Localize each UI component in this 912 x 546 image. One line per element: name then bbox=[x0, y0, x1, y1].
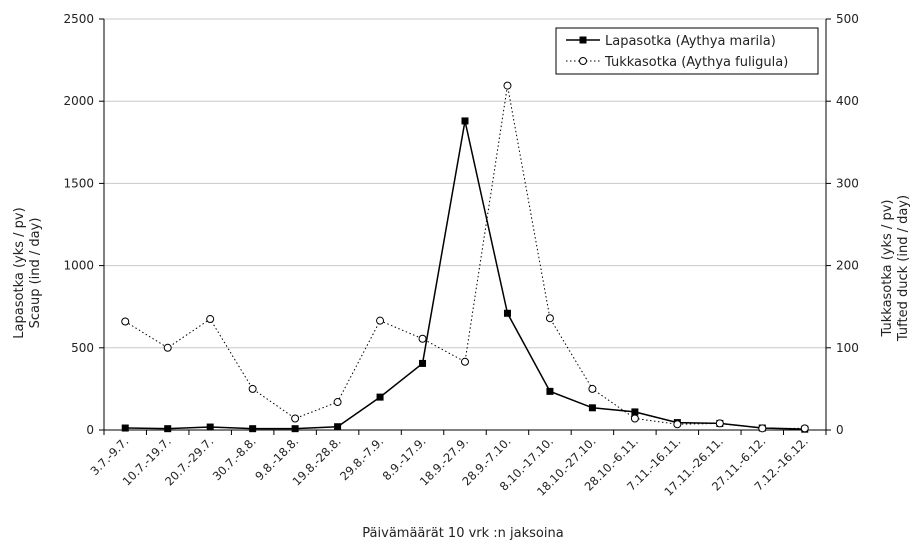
data-point-lapasotka bbox=[376, 393, 384, 401]
data-point-tukkasotka bbox=[376, 316, 385, 325]
x-axis-title: Päivämäärät 10 vrk :n jaksoina bbox=[362, 526, 563, 541]
axes bbox=[99, 18, 831, 435]
legend-swatch-tukkasotka-marker bbox=[579, 57, 587, 65]
data-point-tukkasotka bbox=[291, 414, 300, 423]
right-y-axis-title-line2: Tufted duck (ind / day) bbox=[896, 195, 911, 342]
data-point-tukkasotka bbox=[673, 420, 682, 429]
data-point-tukkasotka bbox=[503, 81, 512, 90]
left-y-tick-label: 1000 bbox=[63, 259, 94, 273]
data-point-lapasotka bbox=[588, 404, 596, 412]
left-y-tick-label: 1500 bbox=[63, 176, 94, 190]
data-point-lapasotka bbox=[206, 423, 214, 431]
legend: Lapasotka (Aythya marila) Tukkasotka (Ay… bbox=[555, 27, 819, 75]
right-y-tick-labels: 0 100 200 300 400 500 bbox=[836, 12, 859, 437]
right-y-tick-label: 500 bbox=[836, 12, 859, 26]
left-y-axis-title-line2: Scaup (ind / day) bbox=[28, 218, 43, 329]
data-point-tukkasotka bbox=[545, 314, 554, 323]
data-point-lapasotka bbox=[461, 117, 469, 125]
data-point-lapasotka bbox=[291, 425, 299, 433]
series-line-0 bbox=[125, 120, 805, 430]
data-point-lapasotka bbox=[546, 387, 554, 395]
series-layer bbox=[121, 81, 809, 433]
data-point-lapasotka bbox=[164, 425, 172, 433]
data-point-lapasotka bbox=[419, 359, 427, 367]
right-y-tick-label: 300 bbox=[836, 176, 859, 190]
left-y-tick-label: 2500 bbox=[63, 12, 94, 26]
legend-label-lapasotka: Lapasotka (Aythya marila) bbox=[605, 34, 776, 49]
data-point-tukkasotka bbox=[121, 317, 130, 326]
data-point-tukkasotka bbox=[715, 419, 724, 428]
right-y-tick-label: 0 bbox=[836, 423, 844, 437]
x-tick-label: 29.8.-7.9. bbox=[337, 434, 386, 483]
left-y-tick-label: 2000 bbox=[63, 94, 94, 108]
data-point-tukkasotka bbox=[630, 414, 639, 423]
x-tick-label: 3.7.-9.7. bbox=[87, 434, 131, 478]
data-point-tukkasotka bbox=[461, 357, 469, 366]
data-point-tukkasotka bbox=[588, 384, 597, 393]
gridlines bbox=[104, 18, 826, 349]
data-point-tukkasotka bbox=[163, 343, 172, 352]
data-point-tukkasotka bbox=[333, 398, 342, 407]
series-line-1 bbox=[124, 85, 805, 429]
data-point-lapasotka bbox=[334, 423, 342, 431]
legend-box bbox=[555, 27, 819, 75]
right-y-axis-title-line1: Tukkasotka (yks / pv) bbox=[880, 200, 895, 338]
data-point-tukkasotka bbox=[248, 384, 257, 393]
data-point-tukkasotka bbox=[206, 315, 215, 324]
right-y-tick-label: 100 bbox=[836, 341, 859, 355]
data-point-lapasotka bbox=[249, 425, 257, 433]
x-tick-labels: 3.7.-9.7.10.7.-19.7.20.7.-29.7.30.7.-8.8… bbox=[87, 434, 810, 499]
left-y-tick-labels: 0 500 1000 1500 2000 2500 bbox=[63, 12, 94, 437]
left-y-axis-title-line1: Lapasotka (yks / pv) bbox=[12, 207, 27, 338]
legend-swatch-lapasotka-marker bbox=[579, 36, 587, 44]
data-point-lapasotka bbox=[121, 424, 129, 432]
data-point-tukkasotka bbox=[758, 424, 767, 433]
left-y-tick-label: 0 bbox=[86, 423, 94, 437]
data-point-lapasotka bbox=[631, 408, 639, 416]
data-point-tukkasotka bbox=[418, 334, 427, 343]
data-point-tukkasotka bbox=[800, 424, 809, 433]
right-y-tick-label: 200 bbox=[836, 259, 859, 273]
x-tick-label: 30.7.-8.8. bbox=[210, 434, 259, 483]
left-y-tick-label: 500 bbox=[71, 341, 94, 355]
legend-label-tukkasotka: Tukkasotka (Aythya fuligula) bbox=[604, 55, 788, 70]
right-y-tick-label: 400 bbox=[836, 94, 859, 108]
data-point-lapasotka bbox=[503, 309, 511, 317]
